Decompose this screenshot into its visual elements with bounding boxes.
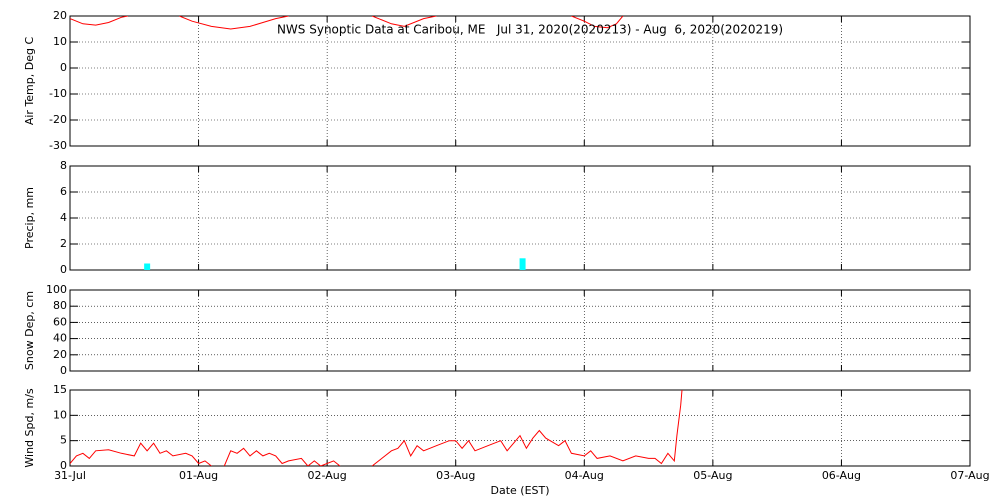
plot-frame <box>69 289 971 372</box>
y-axis-label: Wind Spd, m/s <box>23 388 36 468</box>
y-tick-label: 80 <box>53 299 67 312</box>
y-axis-label: Precip, mm <box>23 187 36 249</box>
x-tick-label: 05-Aug <box>693 469 732 482</box>
y-tick-label: 0 <box>60 364 67 377</box>
y-tick-label: 60 <box>53 315 67 328</box>
y-tick-label: 15 <box>53 383 67 396</box>
y-tick-label: -20 <box>49 113 67 126</box>
y-axis-label: Air Temp, Deg C <box>23 37 36 126</box>
x-tick-label: 04-Aug <box>565 469 604 482</box>
y-tick-label: 100 <box>46 283 67 296</box>
x-tick-label: 01-Aug <box>179 469 218 482</box>
chart-title: NWS Synoptic Data at Caribou, ME Jul 31,… <box>277 23 783 37</box>
bar <box>144 263 151 270</box>
y-tick-label: 20 <box>53 9 67 22</box>
y-tick-label: 2 <box>60 237 67 250</box>
y-axis-label: Snow Dep, cm <box>23 291 36 370</box>
x-axis-label: Date (EST) <box>490 484 549 497</box>
y-tick-label: 5 <box>60 434 67 447</box>
y-tick-label: -10 <box>49 87 67 100</box>
y-tick-label: 0 <box>60 61 67 74</box>
plot-area <box>144 258 526 270</box>
y-tick-label: 20 <box>53 348 67 361</box>
plot-area <box>70 16 624 30</box>
x-tick-label: 31-Jul <box>54 469 86 482</box>
y-tick-label: -30 <box>49 139 67 152</box>
plot-frame <box>69 389 971 467</box>
y-tick-label: 8 <box>60 159 67 172</box>
bar <box>519 258 526 270</box>
y-tick-label: 10 <box>53 408 67 421</box>
x-tick-label: 06-Aug <box>822 469 861 482</box>
x-tick-label: 03-Aug <box>436 469 475 482</box>
data-line <box>70 16 624 30</box>
y-tick-label: 40 <box>53 332 67 345</box>
y-tick-label: 0 <box>60 263 67 276</box>
data-line <box>70 390 683 466</box>
y-tick-label: 6 <box>60 185 67 198</box>
y-tick-label: 10 <box>53 35 67 48</box>
x-tick-label: 07-Aug <box>950 469 989 482</box>
y-tick-label: 4 <box>60 211 67 224</box>
y-tick-label: 0 <box>60 459 67 472</box>
plot-frame <box>69 15 971 147</box>
x-tick-label: 02-Aug <box>308 469 347 482</box>
plot-area <box>70 390 683 466</box>
